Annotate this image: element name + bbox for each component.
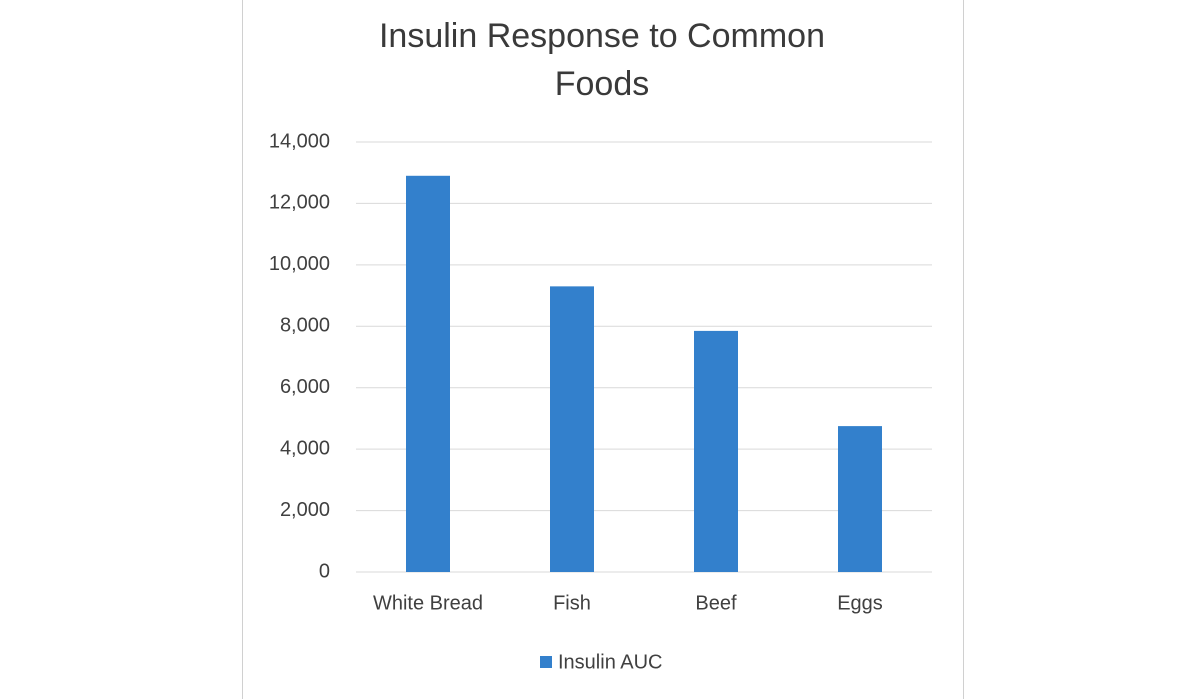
y-tick-label: 0 [319, 560, 330, 582]
y-tick-label: 12,000 [269, 192, 330, 214]
bar [838, 426, 882, 572]
bar [406, 175, 450, 573]
x-tick-label: Fish [553, 592, 591, 614]
y-tick-label: 4,000 [280, 437, 330, 459]
x-tick-label: Eggs [837, 592, 883, 614]
chart-frame [242, 0, 964, 699]
y-tick-label: 2,000 [280, 499, 330, 521]
x-tick-label: White Bread [373, 592, 483, 614]
y-tick-label: 8,000 [280, 315, 330, 337]
x-tick-label: Beef [695, 592, 737, 614]
chart-title: Insulin Response to Common Foods [378, 17, 825, 103]
y-tick-label: 10,000 [269, 253, 330, 275]
legend-label: Insulin AUC [558, 651, 663, 673]
y-tick-label: 6,000 [280, 376, 330, 398]
bar [694, 330, 738, 572]
bar [550, 286, 594, 572]
y-tick-label: 14,000 [269, 130, 330, 152]
legend-swatch [540, 656, 552, 668]
